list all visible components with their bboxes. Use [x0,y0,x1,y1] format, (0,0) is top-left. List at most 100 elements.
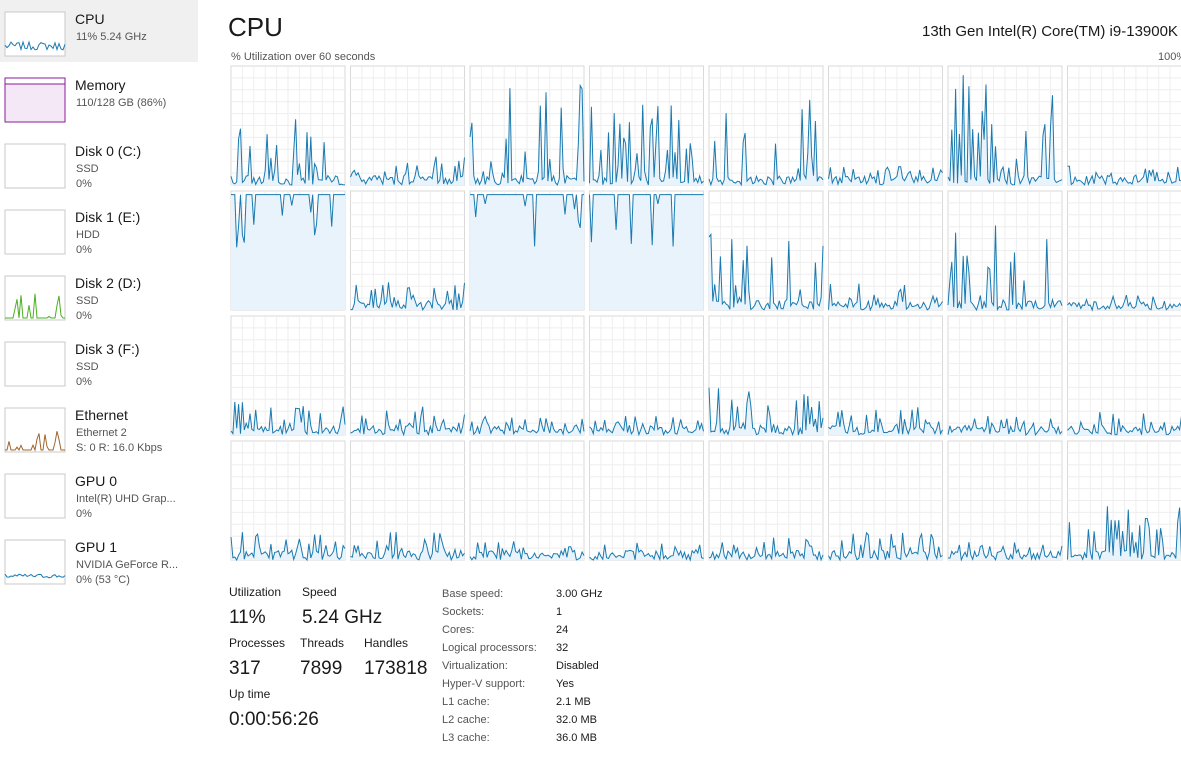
graph-line [470,194,584,247]
graph-area [350,282,465,310]
graph-area [828,166,943,185]
thumbnail [4,143,66,189]
cpu-graph [589,190,704,311]
cpu-graph [589,315,704,437]
sidebar-item[interactable]: Disk 3 (F:) SSD 0% [4,341,140,388]
graph-line [1067,412,1181,436]
thumbnail-fill [5,84,65,122]
graph-line [947,416,1063,437]
graph-line [708,99,824,187]
sidebar-item[interactable]: GPU 1 NVIDIA GeForce R... 0% (53 °C) [4,539,178,586]
cpu-graph [1067,440,1181,561]
graph-line [589,416,704,437]
device-name: Disk 3 (F:) [75,341,140,357]
graph-area [470,416,584,435]
thumbnail [4,473,66,519]
graph-line [1067,294,1181,312]
detail-label: Logical processors: [442,642,537,654]
device-detail: Ethernet 2 [76,427,127,439]
processor-name: 13th Gen Intel(R) Core(TM) i9-13900K [922,23,1178,40]
sidebar-item[interactable]: Disk 2 (D:) SSD 0% [4,275,141,322]
cpu-graph [947,315,1063,437]
cpu-graph [230,190,346,311]
detail-value: 32 [556,642,568,654]
stat-label: Speed [302,585,337,599]
graph-line [708,232,824,311]
graph-area [589,104,704,185]
cpu-graph [589,440,704,562]
sidebar-item[interactable]: Memory 110/128 GB (86%) [4,77,166,123]
graph-area [709,99,823,185]
thumbnail-line [5,431,65,452]
graph-area [470,85,584,185]
cpu-graph [708,440,824,562]
detail-value: 2.1 MB [556,696,591,708]
cpu-graph [708,190,824,311]
stat-value: 5.24 GHz [302,607,382,628]
stat-label: Utilization [229,585,281,599]
graph-line [708,537,824,562]
graph-area [589,194,704,310]
sidebar-item[interactable]: Disk 0 (C:) SSD 0% [4,143,141,190]
cpu-graph [230,315,346,436]
graph-area [828,283,943,310]
detail-value: 32.0 MB [556,714,597,726]
device-detail: S: 0 R: 16.0 Kbps [76,442,163,454]
graph-area [231,194,345,310]
cpu-graph [947,190,1063,312]
graph-line [828,407,943,436]
detail-label: L2 cache: [442,714,490,726]
graph-line [589,104,704,186]
graph-line [947,542,1063,562]
graph-line [828,283,943,312]
device-detail: 0% [76,178,92,190]
detail-value: 1 [556,606,562,618]
detail-value: 24 [556,624,568,636]
graph-subtitle: % Utilization over 60 seconds [231,51,376,63]
cpu-graph [828,440,943,562]
stat-value: 7899 [300,658,342,679]
detail-value: Yes [556,678,574,690]
cpu-graph [1067,315,1181,436]
stat-label: Handles [364,636,408,650]
graph-line [708,387,824,437]
graph-line [828,166,943,187]
cpu-graph [350,440,465,562]
detail-label: L3 cache: [442,732,490,744]
stat-value: 173818 [364,658,427,679]
device-detail: Intel(R) UHD Grap... [76,493,176,505]
graph-line [1067,165,1181,186]
detail-value: 3.00 GHz [556,588,602,600]
graph-area [470,194,584,310]
device-detail: HDD [76,229,100,241]
device-detail: 0% [76,244,92,256]
graph-line [230,119,346,186]
thumbnail [4,539,66,585]
cpu-graph [469,190,585,311]
device-name: Memory [75,77,126,93]
sidebar-item[interactable]: CPU 11% 5.24 GHz [4,11,147,57]
sidebar-item[interactable]: Disk 1 (E:) HDD 0% [4,209,140,256]
cpu-graph [947,65,1063,186]
detail-label: Cores: [442,624,474,636]
stat-value: 0:00:56:26 [229,709,319,730]
cpu-graph [230,440,346,562]
graph-area [350,156,465,185]
cpu-graph [1067,65,1181,186]
device-detail: 0% [76,508,92,520]
stat-value: 11% [229,607,266,628]
graph-line [828,531,943,562]
cpu-graph [230,65,346,186]
thumbnail-line [4,573,66,579]
thumbnail-line [4,40,66,52]
device-detail: 0% [76,310,92,322]
sidebar-item[interactable]: GPU 0 Intel(R) UHD Grap... 0% [4,473,176,520]
detail-value: Disabled [556,660,599,672]
detail-label: Virtualization: [442,660,508,672]
device-name: GPU 0 [75,473,117,489]
device-detail: 11% 5.24 GHz [76,31,147,43]
device-name: CPU [75,11,105,27]
graph-area [948,416,1062,435]
sidebar-item[interactable]: Ethernet Ethernet 2 S: 0 R: 16.0 Kbps [4,407,163,454]
